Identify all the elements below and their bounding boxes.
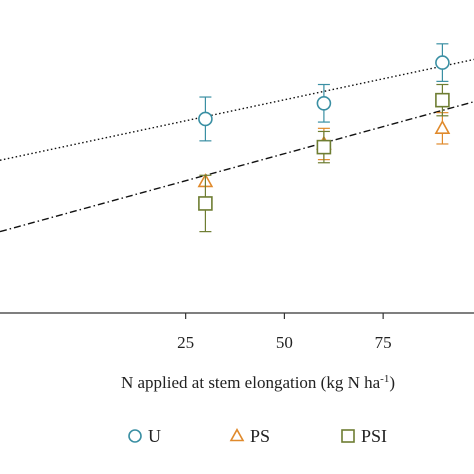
legend-label-ps: PS [250,426,270,446]
x-tick-label-50: 50 [276,333,293,352]
legend-marker-ps [229,428,245,442]
data-point-psi [435,92,450,108]
x-axis-label: N applied at stem elongation (kg N ha-1) [121,373,395,392]
data-point-psi [316,139,332,155]
series-psi [198,83,450,233]
legend-marker-u [128,429,142,443]
legend-label-psi: PSI [361,426,387,446]
fit-line-dashdot [0,101,474,233]
legend: U PS PSI [128,426,387,446]
fit-lines [0,58,474,233]
legend-marker-psi [341,429,355,443]
data-point-psi [198,196,213,211]
data-point-ps [434,119,451,135]
x-tick-label-75: 75 [375,333,392,352]
data-point-u [316,95,332,111]
data-point-u [435,55,450,70]
x-tick-label-25: 25 [177,333,194,352]
data-point-u [198,111,213,127]
series-u [198,43,450,142]
data-series [197,43,451,233]
x-ticks: 25 50 75 [177,313,392,352]
legend-label-u: U [148,426,161,446]
fit-line-dotted [0,58,474,161]
